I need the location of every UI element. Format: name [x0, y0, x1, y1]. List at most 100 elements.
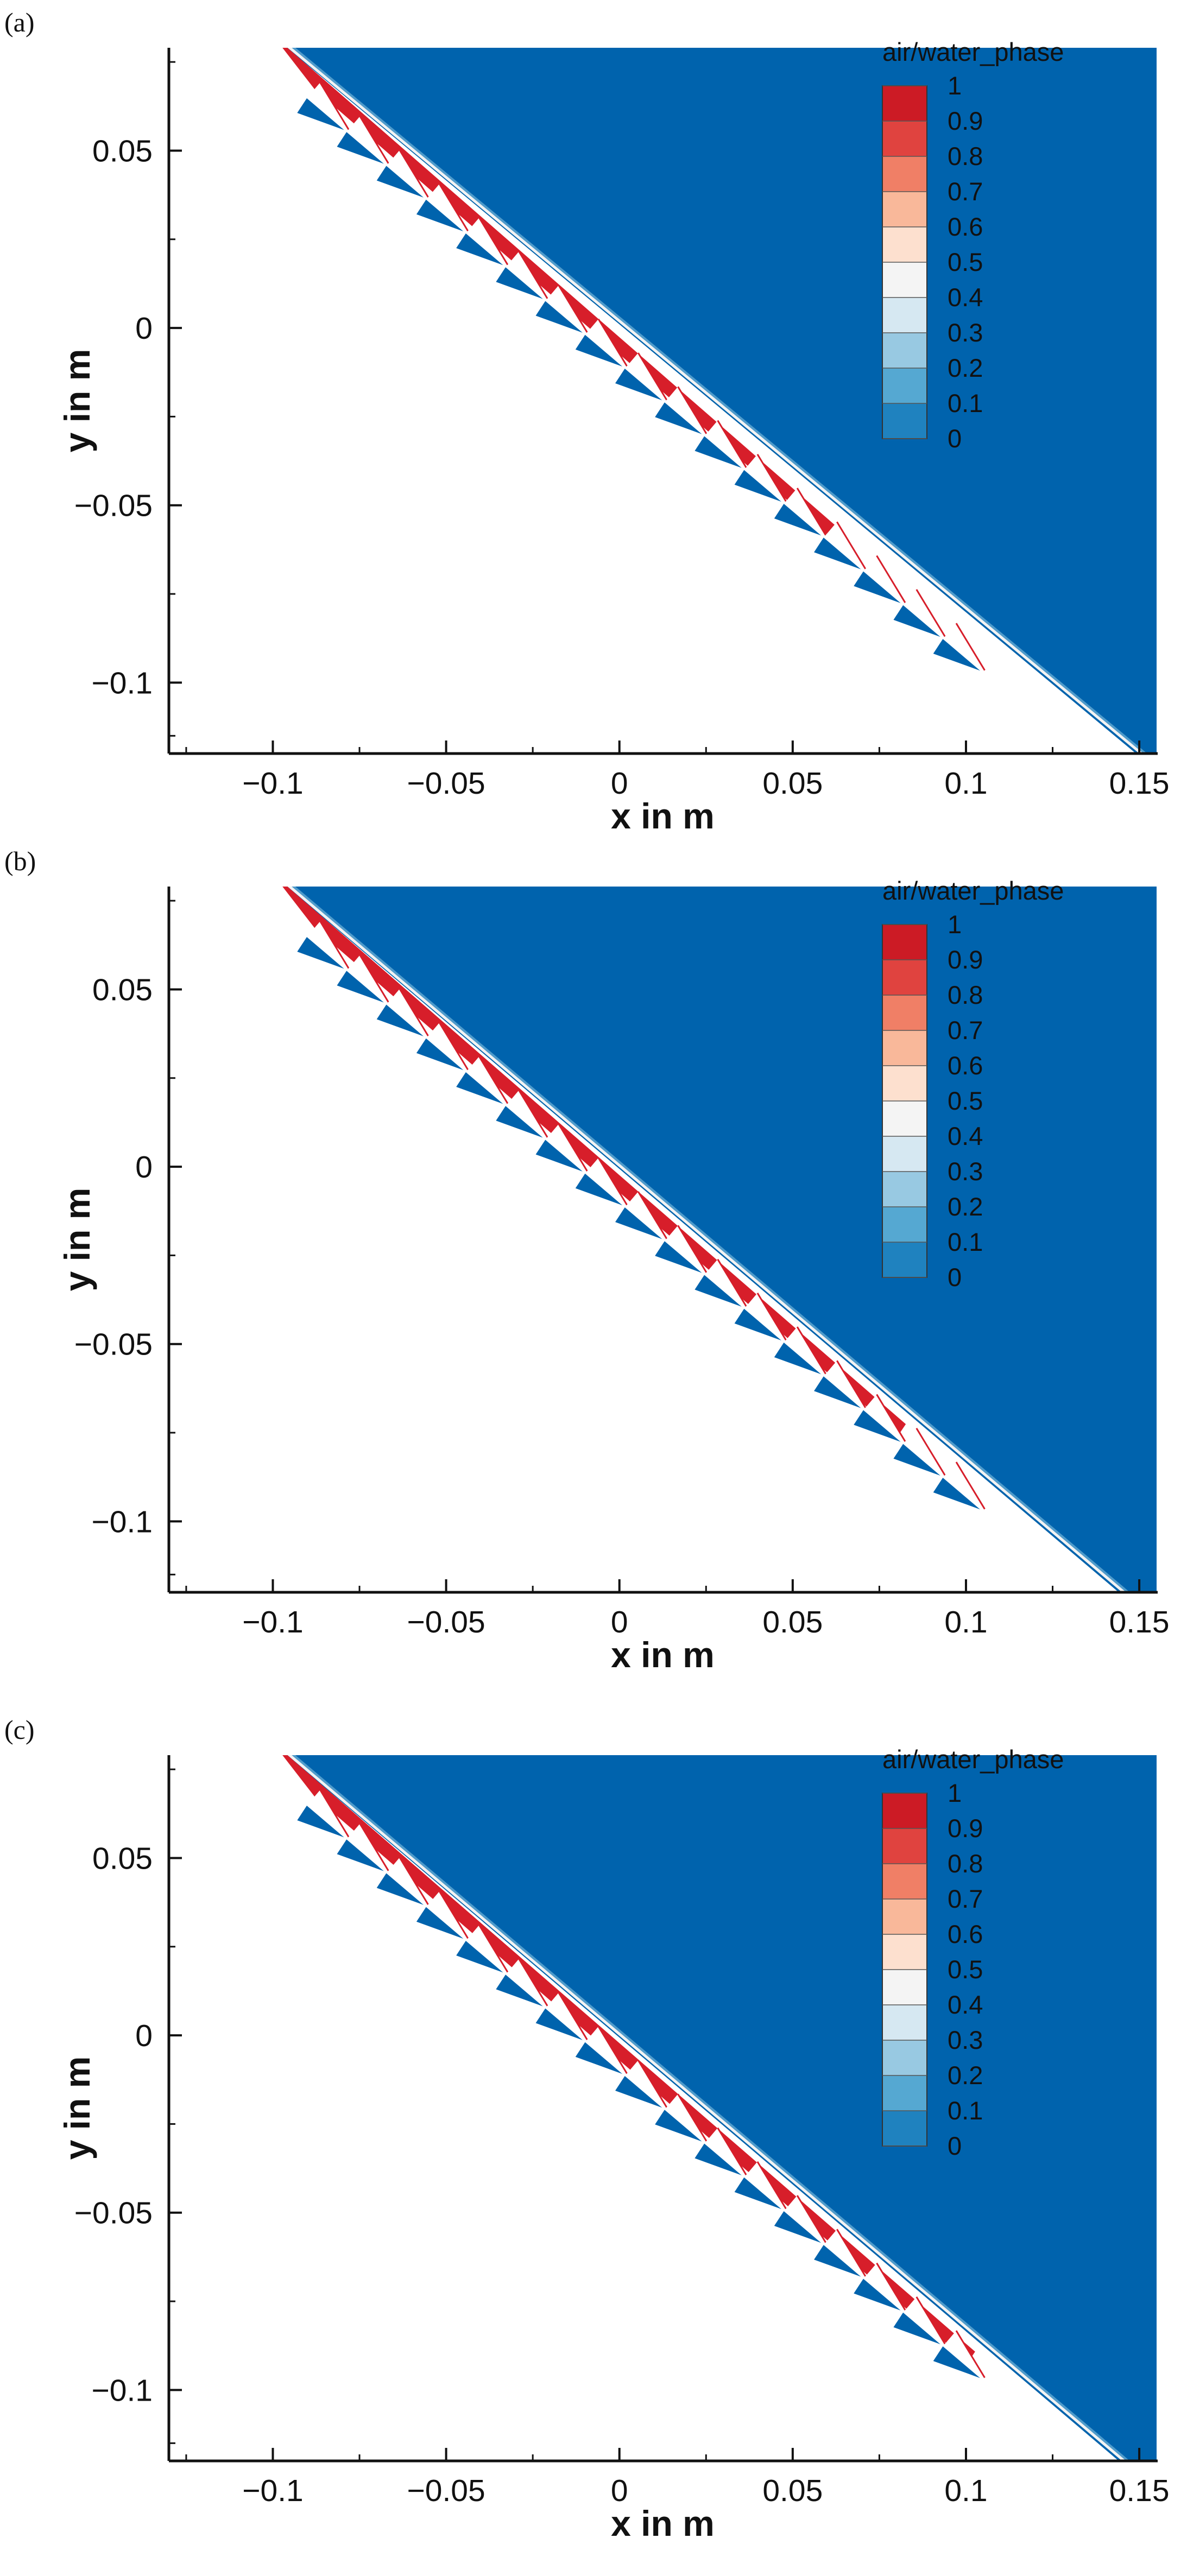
y-tick-label: −0.05	[74, 2196, 153, 2231]
fin-edge-4	[438, 1022, 469, 1071]
colorbar-legend: air/water_phase 1 0.9 0.8 0.7 0.6 0.5 0.4 0.3 0.2…	[882, 876, 1064, 1292]
colorbar-level-label: 0	[948, 1263, 962, 1292]
cavity-5	[467, 1056, 508, 1104]
colorbar-swatch	[882, 995, 927, 1031]
colorbar-level-label: 0.4	[948, 1122, 983, 1150]
y-tick-label: 0	[135, 1150, 153, 1185]
y-axis-title: y in m	[57, 1188, 97, 1292]
x-axis-title: x in m	[611, 2503, 715, 2543]
x-tick-label: 0.1	[944, 2473, 987, 2508]
y-tick-label: 0	[135, 311, 153, 346]
x-tick-label: −0.05	[407, 2473, 485, 2508]
blade-6	[496, 1974, 543, 2007]
blade-17	[933, 1478, 981, 1510]
fin-edge-8	[597, 319, 628, 367]
x-tick-label: 0.05	[762, 1605, 823, 1640]
blade-4	[416, 1907, 464, 1939]
colorbar-level-label: 0.4	[948, 283, 983, 312]
blade-7	[535, 2008, 583, 2040]
x-tick-label: −0.05	[407, 766, 485, 801]
blade-3	[376, 1004, 424, 1036]
fin-edge-14	[836, 1360, 867, 1408]
blade-15	[854, 2278, 901, 2311]
cavity-1	[308, 1790, 349, 1837]
blade-1	[297, 936, 344, 969]
fin-edge-10	[677, 2093, 708, 2142]
colorbar-swatch	[882, 333, 927, 369]
colorbar-level-label: 0.9	[948, 1814, 983, 1843]
legend-title: air/water_phase	[882, 876, 1064, 905]
x-axis-title: x in m	[611, 796, 715, 836]
blade-2	[337, 132, 384, 164]
blade-5	[456, 233, 503, 265]
blade-2	[337, 971, 384, 1003]
fin-edge-2	[359, 1823, 389, 1871]
fin-edge-12	[756, 2161, 787, 2210]
colorbar-swatch	[882, 2040, 927, 2076]
y-tick-label: 0.05	[92, 134, 153, 168]
legend-title: air/water_phase	[882, 37, 1064, 66]
colorbar-swatch	[882, 1242, 927, 1278]
blade-16	[893, 2312, 940, 2345]
colorbar-level-label: 0.8	[948, 980, 983, 1009]
colorbar-swatch	[882, 960, 927, 996]
x-tick-label: 0.05	[762, 2473, 823, 2508]
blade-2	[337, 1839, 384, 1871]
colorbar-level-label: 0.9	[948, 945, 983, 974]
fin-edge-3	[399, 1857, 429, 1905]
fin-edge-3	[399, 988, 429, 1036]
blade-8	[575, 1173, 623, 1206]
x-tick-label: −0.1	[242, 766, 304, 801]
fin-edge-1	[319, 921, 350, 969]
fin-edge-4	[438, 183, 469, 232]
x-tick-label: 0.05	[762, 766, 823, 801]
x-tick-label: 0.15	[1109, 1605, 1170, 1640]
cavity-9	[626, 353, 667, 400]
blade-15	[854, 571, 901, 603]
colorbar-level-label: 0.3	[948, 1157, 983, 1186]
cavity-14	[825, 1360, 866, 1408]
blade-10	[655, 402, 702, 434]
plot-area	[282, 1755, 1157, 2461]
cavity-3	[388, 150, 428, 198]
fin-edge-17	[955, 2330, 986, 2378]
cavity-17	[944, 2331, 985, 2378]
blade-17	[933, 639, 981, 671]
colorbar-level-label: 1	[948, 1778, 962, 1807]
colorbar-swatch	[882, 1828, 927, 1864]
cavity-2	[348, 1824, 389, 1871]
cavity-13	[785, 2195, 826, 2243]
y-axis-title: y in m	[57, 349, 97, 453]
colorbar-swatch	[882, 1066, 927, 1102]
x-tick-label: 0.15	[1109, 766, 1170, 801]
colorbar-level-label: 0.1	[948, 389, 983, 417]
fin-edge-8	[597, 1157, 628, 1206]
x-tick-label: −0.1	[242, 2473, 304, 2508]
blade-16	[893, 1444, 940, 1476]
cavity-15	[864, 2263, 906, 2311]
blade-14	[814, 537, 861, 569]
cavity-3	[388, 1857, 428, 1905]
blade-6	[496, 1106, 543, 1138]
colorbar-swatch	[882, 1793, 927, 1829]
fin-edge-2	[359, 116, 389, 164]
cavity-6	[507, 1090, 548, 1137]
cavity-7	[546, 285, 588, 333]
colorbar-swatch	[882, 2005, 927, 2041]
blade-11	[694, 436, 742, 468]
cavity-11	[705, 1259, 747, 1307]
colorbar-swatch	[882, 156, 927, 192]
y-tick-label: 0.05	[92, 1841, 153, 1876]
blade-3	[376, 1873, 424, 1905]
cavity-1	[308, 921, 349, 969]
blade-15	[854, 1410, 901, 1442]
blade-14	[814, 1376, 861, 1408]
blade-12	[734, 470, 781, 502]
cavity-8	[586, 319, 627, 366]
fin-edge-13	[796, 2195, 826, 2243]
fin-edge-13	[796, 488, 826, 536]
blade-1	[297, 98, 344, 130]
colorbar-swatch	[882, 1101, 927, 1137]
colorbar-swatch	[882, 1030, 927, 1066]
